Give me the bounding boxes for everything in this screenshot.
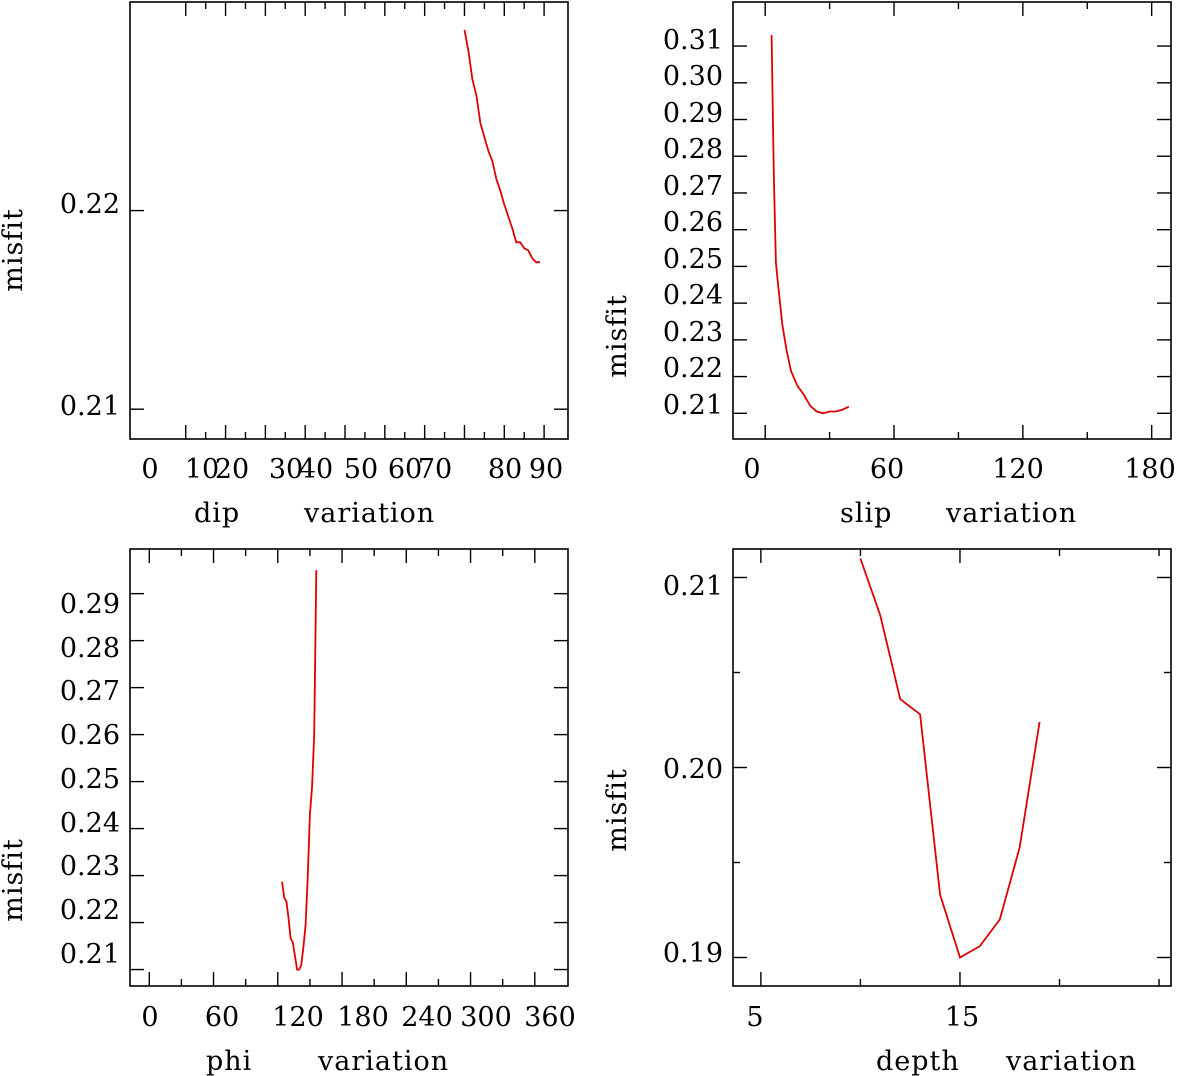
depth-ytick-label: 0.21 [663,571,723,602]
phi-xtick-label: 300 [460,1002,512,1033]
phi-ytick-label: 0.23 [60,851,120,882]
panel-depth: 0.19 0.20 0.21 5 15 depth variation misf… [602,548,1172,1076]
phi-ytick-label: 0.26 [60,720,120,751]
slip-ytick-label: 0.21 [663,390,723,421]
phi-xtick-label: 360 [524,1002,576,1033]
slip-xtick-label: 0 [743,454,760,485]
phi-ytick-label: 0.27 [60,676,120,707]
dip-xtick-label: 60 [388,454,422,485]
phi-xtick-label: 180 [337,1002,389,1033]
panel-slip: 0.21 0.22 0.23 0.24 0.25 0.26 0.27 0.28 … [602,1,1176,529]
slip-xtick-label: 120 [992,454,1044,485]
phi-xtick-label: 0 [141,1002,158,1033]
dip-axis-ticks [130,2,568,439]
slip-xtick-label: 180 [1124,454,1176,485]
depth-ytick-label: 0.19 [663,938,723,969]
dip-xlabel: dip [194,498,240,529]
dip-xtick-label: 10 [185,454,219,485]
phi-ytick-label: 0.22 [60,895,120,926]
phi-ytick-label: 0.24 [60,808,120,839]
slip-ytick-label: 0.25 [663,244,723,275]
depth-xlabel: depth [876,1046,960,1076]
slip-axis-ticks [733,2,1171,439]
phi-plot-frame [129,548,569,987]
slip-ytick-label: 0.28 [663,134,723,165]
phi-ytick-label: 0.25 [60,764,120,795]
slip-misfit-line [770,35,850,415]
dip-xlabel-variation: variation [303,498,435,529]
dip-xtick-label: 20 [215,454,249,485]
depth-plot-frame [732,548,1172,987]
depth-xlabel-variation: variation [1005,1046,1137,1076]
phi-xlabel-variation: variation [317,1046,449,1076]
slip-ytick-label: 0.30 [663,61,723,92]
depth-axis-ticks [733,549,1171,986]
panel-phi: 0.21 0.22 0.23 0.24 0.25 0.26 0.27 0.28 … [0,548,576,1076]
depth-ytick-label: 0.20 [663,754,723,785]
dip-xtick-label: 30 [269,454,303,485]
panel-dip: 0.21 0.22 0 10 20 30 40 50 60 70 80 90 d… [0,1,569,529]
phi-ylabel: misfit [0,838,29,922]
slip-ylabel: misfit [602,294,633,378]
slip-plot-frame [732,1,1172,440]
dip-xtick-label: 0 [141,454,158,485]
slip-xlabel: slip [840,498,892,529]
dip-misfit-line [463,29,541,264]
slip-ytick-label: 0.29 [663,98,723,129]
phi-xtick-label: 240 [401,1002,453,1033]
dip-plot-frame [129,1,569,440]
dip-ytick-label: 0.22 [60,189,120,220]
dip-xtick-label: 80 [488,454,522,485]
phi-xtick-label: 60 [205,1002,239,1033]
slip-xtick-label: 60 [870,454,904,485]
phi-ytick-label: 0.28 [60,633,120,664]
phi-ytick-label: 0.21 [60,939,120,970]
slip-ytick-label: 0.27 [663,171,723,202]
dip-xtick-label: 40 [299,454,333,485]
dip-xtick-label: 70 [418,454,452,485]
dip-ylabel: misfit [0,208,29,292]
depth-xtick-label: 5 [746,1002,763,1033]
depth-misfit-line [859,558,1041,959]
phi-xtick-label: 120 [272,1002,324,1033]
slip-ytick-label: 0.23 [663,317,723,348]
slip-ytick-label: 0.31 [663,25,723,56]
slip-ytick-label: 0.26 [663,207,723,238]
depth-ylabel: misfit [602,768,633,852]
dip-xtick-label: 50 [344,454,378,485]
dip-ytick-label: 0.21 [60,391,120,422]
slip-ytick-label: 0.24 [663,280,723,311]
phi-xlabel: phi [206,1046,252,1076]
slip-xlabel-variation: variation [945,498,1077,529]
slip-ytick-label: 0.22 [663,353,723,384]
phi-ytick-label: 0.29 [60,589,120,620]
phi-misfit-line [281,570,318,971]
dip-xtick-label: 90 [529,454,563,485]
depth-xtick-label: 15 [945,1002,979,1033]
phi-axis-ticks [130,549,568,986]
